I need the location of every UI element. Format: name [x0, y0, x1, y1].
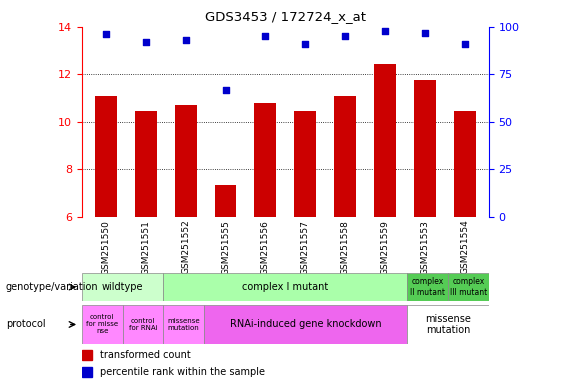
Bar [454, 111, 476, 217]
Text: RNAi-induced gene knockdown: RNAi-induced gene knockdown [230, 319, 381, 329]
Point [380, 28, 389, 34]
Text: complex
III mutant: complex III mutant [450, 277, 487, 297]
Bar [82, 305, 123, 344]
Text: genotype/variation: genotype/variation [6, 282, 98, 292]
Bar [414, 80, 436, 217]
Bar [334, 96, 356, 217]
Point [420, 30, 429, 36]
Text: transformed count: transformed count [100, 350, 191, 360]
Point [301, 41, 310, 47]
Text: percentile rank within the sample: percentile rank within the sample [100, 367, 265, 377]
Point [141, 39, 150, 45]
Text: missense
mutation: missense mutation [425, 314, 471, 335]
Bar [82, 351, 92, 360]
Bar [294, 111, 316, 217]
Point [101, 31, 110, 38]
Bar [175, 105, 197, 217]
Bar [82, 367, 92, 377]
Bar [407, 273, 448, 301]
Point [221, 86, 230, 93]
Text: control
for misse
nse: control for misse nse [86, 314, 118, 334]
Bar [407, 305, 489, 344]
Bar [135, 111, 157, 217]
Bar [215, 185, 237, 217]
Text: complex
II mutant: complex II mutant [410, 277, 445, 297]
Text: protocol: protocol [6, 319, 45, 329]
Bar [123, 305, 163, 344]
Point [261, 33, 270, 40]
Bar [448, 273, 489, 301]
Bar [204, 305, 407, 344]
Point [460, 41, 470, 47]
Text: missense
mutation: missense mutation [167, 318, 200, 331]
Point [341, 33, 350, 40]
Text: control
for RNAi: control for RNAi [129, 318, 157, 331]
Text: wildtype: wildtype [102, 282, 144, 292]
Point [181, 37, 190, 43]
Bar [163, 305, 204, 344]
Bar [163, 273, 407, 301]
Bar [95, 96, 117, 217]
Text: complex I mutant: complex I mutant [242, 282, 328, 292]
Bar [254, 103, 276, 217]
Text: GDS3453 / 172724_x_at: GDS3453 / 172724_x_at [205, 10, 366, 23]
Bar [82, 273, 163, 301]
Bar [374, 64, 396, 217]
